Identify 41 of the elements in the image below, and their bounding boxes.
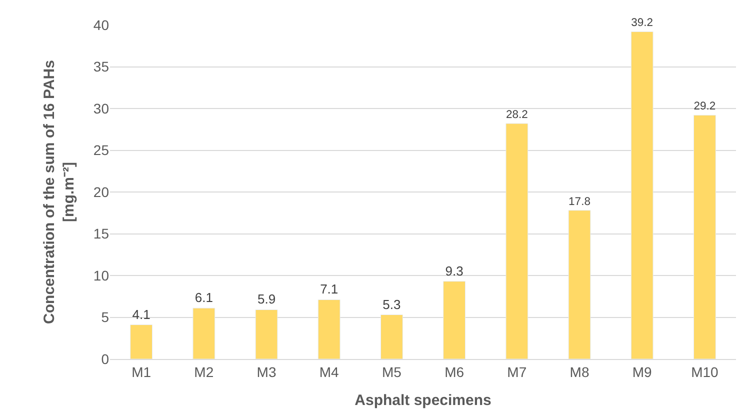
data-label: 6.1 (194, 290, 213, 306)
x-tick-label: M5 (382, 364, 402, 380)
data-label: 5.9 (257, 292, 276, 307)
data-label: 4.1 (132, 306, 150, 322)
y-tick-label: 40 (93, 16, 110, 33)
data-label: 7.1 (320, 282, 338, 297)
x-axis-title: Asphalt specimens (354, 392, 492, 409)
data-label: 17.8 (568, 196, 590, 208)
x-tick-label: M9 (632, 364, 652, 380)
x-tick-label: M8 (570, 364, 590, 380)
bar (130, 324, 153, 359)
bar (255, 309, 278, 359)
bar (192, 308, 216, 359)
y-tick-label: 5 (101, 309, 110, 326)
x-tick-label: M3 (256, 364, 276, 380)
y-tick-label: 30 (93, 100, 110, 116)
data-label: 29.2 (694, 100, 716, 113)
data-label: 9.3 (445, 263, 464, 278)
bar (630, 31, 654, 359)
x-tick-label: M7 (507, 364, 527, 380)
data-label: 28.2 (506, 108, 528, 121)
x-tick-label: M1 (132, 364, 152, 380)
x-tick-label: M4 (319, 364, 340, 380)
x-tick-label: M6 (444, 364, 464, 380)
y-tick-label: 10 (93, 267, 110, 284)
bar (380, 314, 403, 359)
y-tick-label: 0 (101, 350, 110, 367)
x-tick-label: M2 (194, 364, 214, 380)
data-label: 5.3 (382, 296, 401, 312)
bar (568, 210, 591, 359)
x-tick-label: M10 (691, 364, 719, 380)
y-tick-label: 20 (93, 184, 110, 200)
y-tick-label: 25 (93, 142, 110, 158)
bar (693, 114, 716, 359)
y-tick-label: 15 (93, 226, 110, 242)
bar (318, 299, 340, 359)
bar (443, 281, 466, 359)
y-tick-label: 35 (93, 58, 110, 75)
y-axis-title: Concentration of the sum of 16 PAHs [mg.m⁻²] (41, 60, 78, 324)
bar (506, 123, 528, 359)
data-label: 39.2 (631, 17, 654, 30)
